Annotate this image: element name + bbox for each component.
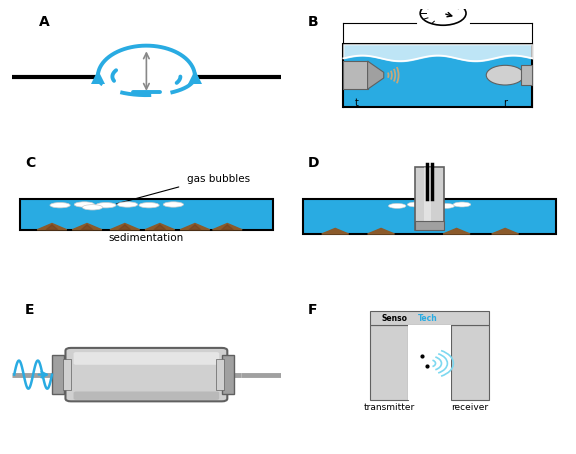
FancyBboxPatch shape: [343, 61, 367, 89]
Ellipse shape: [82, 205, 103, 210]
Polygon shape: [81, 225, 93, 230]
Polygon shape: [72, 223, 102, 230]
FancyBboxPatch shape: [521, 65, 532, 85]
Ellipse shape: [96, 202, 116, 208]
Polygon shape: [110, 223, 139, 230]
Circle shape: [486, 65, 524, 85]
FancyBboxPatch shape: [222, 355, 234, 395]
Polygon shape: [189, 225, 201, 230]
Ellipse shape: [453, 202, 471, 207]
Text: Senso: Senso: [381, 314, 407, 323]
FancyBboxPatch shape: [52, 355, 64, 395]
Polygon shape: [180, 223, 210, 230]
Ellipse shape: [118, 202, 138, 207]
FancyBboxPatch shape: [343, 44, 532, 108]
Polygon shape: [492, 228, 518, 234]
Ellipse shape: [139, 202, 159, 208]
Polygon shape: [213, 223, 242, 230]
Polygon shape: [367, 228, 395, 234]
Text: sedimentation: sedimentation: [109, 233, 184, 243]
Polygon shape: [367, 61, 384, 89]
Polygon shape: [154, 225, 166, 230]
Ellipse shape: [407, 202, 425, 207]
Ellipse shape: [437, 203, 454, 208]
Text: B: B: [308, 15, 319, 29]
Text: t: t: [355, 98, 359, 108]
FancyBboxPatch shape: [74, 352, 219, 365]
FancyBboxPatch shape: [20, 199, 273, 230]
Text: E: E: [25, 303, 35, 317]
Text: C: C: [25, 156, 35, 169]
Ellipse shape: [50, 202, 70, 208]
Ellipse shape: [163, 202, 184, 207]
FancyBboxPatch shape: [424, 167, 431, 230]
FancyBboxPatch shape: [63, 359, 71, 390]
Polygon shape: [46, 225, 58, 230]
FancyBboxPatch shape: [303, 199, 556, 234]
Text: receiver: receiver: [452, 403, 488, 412]
FancyBboxPatch shape: [415, 222, 445, 230]
FancyBboxPatch shape: [370, 311, 489, 326]
Polygon shape: [145, 223, 175, 230]
FancyBboxPatch shape: [216, 359, 223, 390]
Polygon shape: [322, 228, 348, 234]
FancyBboxPatch shape: [370, 326, 408, 400]
FancyBboxPatch shape: [408, 326, 451, 400]
Text: r: r: [503, 98, 507, 108]
Polygon shape: [443, 228, 470, 234]
FancyBboxPatch shape: [74, 391, 219, 400]
Text: F: F: [308, 303, 318, 317]
FancyBboxPatch shape: [451, 326, 489, 400]
Circle shape: [420, 1, 466, 25]
FancyBboxPatch shape: [66, 348, 228, 401]
Polygon shape: [37, 223, 67, 230]
Ellipse shape: [388, 203, 406, 208]
Text: transmitter: transmitter: [363, 403, 415, 412]
Text: A: A: [39, 15, 49, 29]
Text: Tech: Tech: [418, 314, 437, 323]
Polygon shape: [119, 225, 131, 230]
Ellipse shape: [74, 202, 94, 207]
FancyBboxPatch shape: [415, 167, 445, 230]
Text: D: D: [308, 156, 320, 169]
Polygon shape: [221, 225, 233, 230]
Text: gas bubbles: gas bubbles: [187, 174, 250, 184]
